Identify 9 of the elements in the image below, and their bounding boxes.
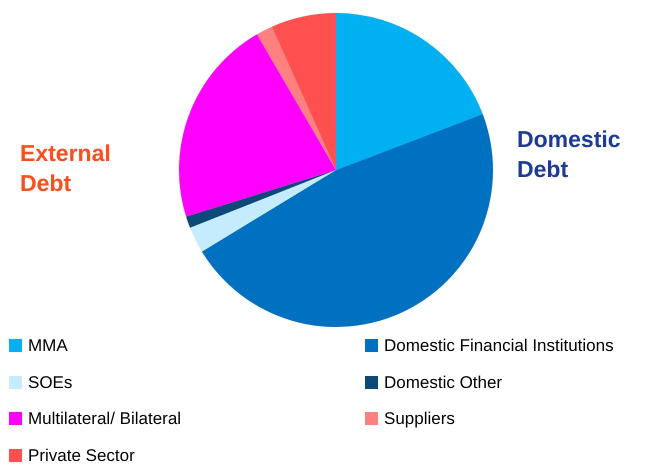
legend-label: Domestic Financial Institutions xyxy=(383,335,614,357)
legend-label: Multilateral/ Bilateral xyxy=(27,408,182,430)
legend-label: MMA xyxy=(27,335,68,357)
text: Domestic Debt xyxy=(517,125,622,184)
legend-label: Domestic Other xyxy=(383,372,502,394)
legend-label: Private Sector xyxy=(27,444,135,466)
text: External Debt xyxy=(20,139,112,198)
legend-label: SOEs xyxy=(27,372,72,394)
legend-label: Suppliers xyxy=(383,408,455,430)
